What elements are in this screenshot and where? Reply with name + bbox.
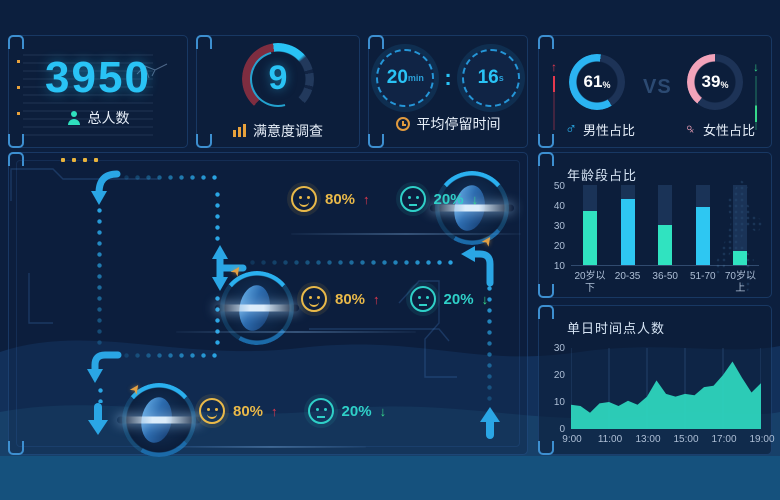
satisfaction-panel: 9 满意度调查 <box>196 35 360 148</box>
gender-ratio-panel: ↑ ↓ 61 % VS 39 % ♂ 男性占比 ♀ 女性占比 <box>538 35 772 148</box>
path-branch-down <box>215 293 220 349</box>
curve-down-arrow <box>91 170 121 205</box>
sad-percent: 20% <box>443 290 474 308</box>
path-left-tail <box>98 385 103 403</box>
path-right-up <box>487 283 492 401</box>
minutes-circle: 20 min <box>376 49 435 107</box>
time-chart-panel: 单日时间点人数 30 20 10 0 9:00 11:00 13:00 15:00 17:00… <box>538 305 775 455</box>
person-icon <box>67 110 81 125</box>
stay-minutes: 20 <box>386 67 408 88</box>
flow-row-2-stats: 80% ↑ 20% ↓ <box>301 286 488 312</box>
smiley-neutral-icon <box>399 186 426 212</box>
curve-left-arrow <box>461 246 494 287</box>
gauge-ring <box>242 42 314 115</box>
age-chart-title: 年龄段占比 <box>567 168 638 183</box>
total-visitors-label: 总人数 <box>87 109 130 126</box>
time-chart-title: 单日时间点人数 <box>567 321 666 336</box>
female-icon: ♀ <box>680 118 701 140</box>
light-streak <box>116 416 202 424</box>
age-chart-panel: 年龄段占比 50 40 30 20 10 20岁以下 20-35 36-50 51-70 70岁… <box>538 152 772 298</box>
age-chart-bars <box>571 185 759 266</box>
arrow-down-icon: ↓ <box>379 403 387 419</box>
female-donut-ring <box>687 54 743 110</box>
male-percent-sign: % <box>602 80 611 90</box>
stay-seconds: 16 <box>477 67 499 88</box>
up-arrow <box>480 407 500 439</box>
row-underline <box>176 446 366 448</box>
male-icon: ♂ <box>565 120 577 138</box>
arrow-up-icon: ↑ <box>271 403 278 419</box>
gate-node-1 <box>429 171 515 245</box>
seconds-circle: 16 s <box>461 49 520 107</box>
light-streak <box>429 204 515 212</box>
satisfaction-value: 9 <box>268 59 288 97</box>
bars-icon <box>233 124 246 137</box>
male-trend-indicator: ↑ <box>547 60 561 130</box>
happy-percent: 80% <box>325 190 356 208</box>
male-donut: 61 % <box>569 54 625 110</box>
yellow-dots-decoration <box>61 158 98 162</box>
arrow-down-icon: ↓ <box>753 60 759 74</box>
flow-row-1-stats: 80% ↑ 20% ↓ <box>291 186 478 212</box>
happy-percent: 80% <box>335 290 366 308</box>
stay-time-label: 平均停留时间 <box>416 116 501 132</box>
female-percent-value: 39 <box>701 72 721 91</box>
clock-icon <box>395 117 410 131</box>
time-separator: : <box>444 65 452 90</box>
male-percent-value: 61 <box>583 72 603 91</box>
code-lines-decoration <box>23 54 153 136</box>
path-left-down <box>97 205 102 347</box>
sad-percent: 20% <box>433 190 464 208</box>
path-top <box>121 175 217 180</box>
minutes-unit: min <box>407 73 424 83</box>
row-underline <box>176 331 416 333</box>
smiley-happy-icon <box>291 186 317 212</box>
vs-label: VS <box>643 76 672 98</box>
gate-node-3 <box>116 383 202 457</box>
arrow-down-icon: ↓ <box>471 191 479 207</box>
branch-arrows <box>212 245 247 291</box>
female-donut: 39 % <box>687 54 743 110</box>
smiley-neutral-icon <box>307 398 334 424</box>
arrow-up-icon: ↑ <box>363 191 370 207</box>
sad-percent: 20% <box>341 402 372 420</box>
code-bullets-decoration <box>17 60 20 130</box>
curve-down-arrow-2 <box>87 351 122 383</box>
visitor-flow-panel: ➤ ➤ ➤ 80% ↑ 20% ↓ 80% ↑ 20% ↓ 80% ↑ 20% … <box>8 152 528 457</box>
arrow-down-icon: ↓ <box>481 291 489 307</box>
female-percent-sign: % <box>720 80 729 90</box>
seconds-unit: s <box>498 73 504 83</box>
female-trend-indicator: ↓ <box>749 60 763 130</box>
satisfaction-label: 满意度调查 <box>253 122 323 139</box>
satisfaction-gauge: 9 <box>239 40 317 117</box>
path-bottom-left <box>121 353 217 358</box>
light-streak <box>214 304 300 312</box>
happy-percent: 80% <box>233 402 264 420</box>
stay-time-panel: 20 min : 16 s 平均停留时间 <box>368 35 528 148</box>
total-visitors-panel: 3950 总人数 <box>8 35 188 148</box>
path-right-of-top <box>215 189 220 243</box>
total-visitors-value: 3950 <box>45 52 151 102</box>
down-arrow <box>88 403 108 435</box>
smiley-happy-icon <box>301 286 327 312</box>
smiley-neutral-icon <box>409 286 436 312</box>
male-donut-ring <box>569 54 625 110</box>
female-label: ♀ 女性占比 <box>680 118 756 140</box>
flow-row-3-stats: 80% ↑ 20% ↓ <box>199 398 386 424</box>
smiley-happy-icon <box>199 398 225 424</box>
arrow-up-icon: ↑ <box>551 60 557 74</box>
row-underline <box>291 233 521 235</box>
arrow-up-icon: ↑ <box>373 291 380 307</box>
camera-sketch-icon <box>136 63 168 79</box>
time-chart-area <box>571 348 761 429</box>
path-middle <box>247 260 459 265</box>
male-label: ♂ 男性占比 <box>565 120 636 139</box>
gate-node-2 <box>214 271 300 345</box>
